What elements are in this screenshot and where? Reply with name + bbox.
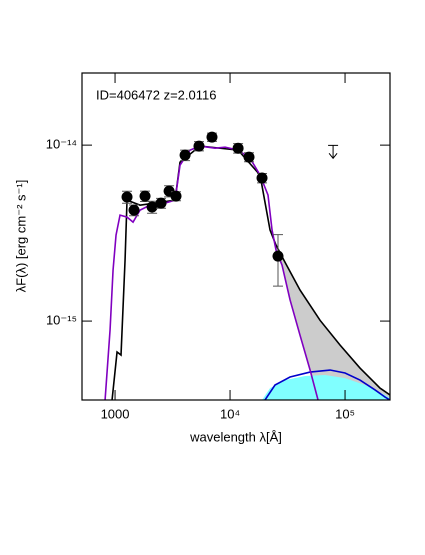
shaded-region (270, 230, 390, 400)
x-axis-label: wavelength λ[Å] (189, 429, 282, 444)
data-point (139, 190, 151, 202)
x-tick-label: 10⁵ (335, 406, 355, 421)
area (262, 374, 390, 400)
x-tick-label: 10⁴ (220, 406, 240, 421)
data-point (146, 201, 158, 213)
upper-limit (328, 144, 339, 160)
data-point (272, 250, 284, 262)
data-point (121, 191, 133, 203)
data-point (128, 204, 140, 216)
data-point (170, 190, 182, 202)
data-point (256, 172, 268, 184)
data-point (155, 197, 167, 209)
data-point (206, 131, 218, 143)
data-point (193, 140, 205, 152)
data-point (232, 142, 244, 154)
data-point (243, 151, 255, 163)
plot-frame (81, 72, 391, 401)
plot-area (104, 131, 390, 400)
x-tick-label: 1000 (101, 406, 130, 421)
annotation: ID=406472 z=2.0116 (96, 87, 216, 102)
y-tick-label: 10⁻¹⁵ (46, 313, 77, 328)
data-point (179, 149, 191, 161)
y-axis-label: λF(λ) [erg cm⁻² s⁻¹] (13, 180, 28, 293)
y-tick-label: 10⁻¹⁴ (46, 137, 77, 152)
line (264, 369, 390, 400)
